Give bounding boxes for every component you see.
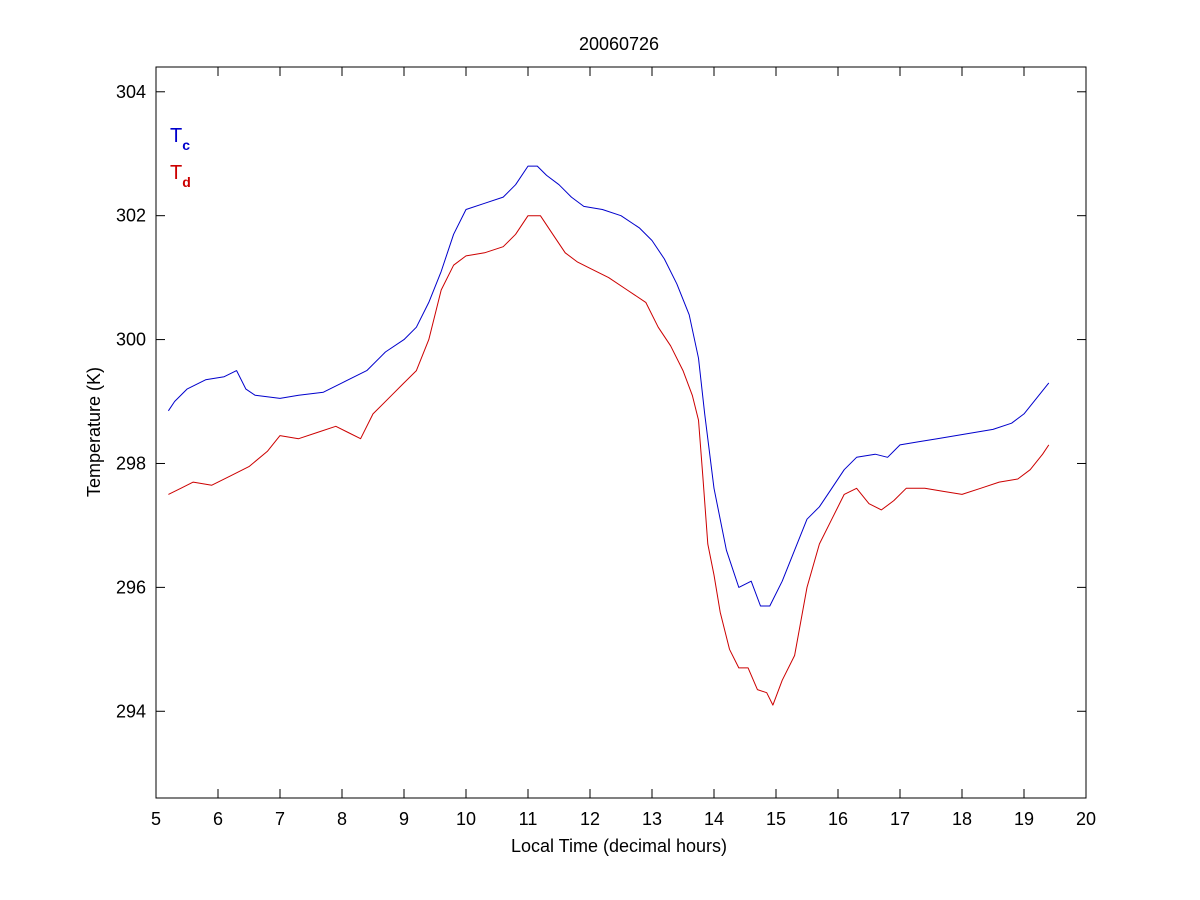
legend-td-symbol: T xyxy=(170,162,182,184)
chart-title: 20060726 xyxy=(579,34,659,54)
legend-tc-subscript: c xyxy=(182,137,190,153)
y-tick-label: 302 xyxy=(116,206,146,226)
y-tick-label: 300 xyxy=(116,330,146,350)
legend-entry-tc: Tc xyxy=(170,125,190,153)
x-axis-label: Local Time (decimal hours) xyxy=(511,836,727,856)
x-tick-label: 15 xyxy=(766,809,786,829)
legend-tc-symbol: T xyxy=(170,125,182,147)
x-tick-label: 11 xyxy=(519,809,538,829)
y-tick-label: 304 xyxy=(116,82,146,102)
x-tick-label: 20 xyxy=(1076,809,1096,829)
legend-td-subscript: d xyxy=(182,174,191,190)
x-axis: 5 6 7 8 9 10 11 12 13 14 15 16 17 18 19 20 xyxy=(151,67,1096,829)
y-tick-label: 298 xyxy=(116,453,146,473)
x-tick-label: 5 xyxy=(151,809,161,829)
x-tick-label: 14 xyxy=(704,809,724,829)
x-tick-label: 8 xyxy=(337,809,347,829)
x-tick-label: 9 xyxy=(399,809,409,829)
legend: Tc Td xyxy=(170,125,191,190)
x-tick-label: 10 xyxy=(456,809,476,829)
plot-area xyxy=(155,66,1087,799)
y-tick-label: 296 xyxy=(116,577,146,597)
x-tick-label: 6 xyxy=(213,809,223,829)
x-tick-label: 17 xyxy=(890,809,910,829)
y-axis: 294 296 298 300 302 304 xyxy=(116,82,1086,721)
series-layer xyxy=(167,165,1050,706)
x-tick-label: 13 xyxy=(642,809,662,829)
x-tick-label: 7 xyxy=(275,809,285,829)
series-line-tc xyxy=(167,165,1050,607)
x-tick-label: 12 xyxy=(580,809,600,829)
y-axis-label: Temperature (K) xyxy=(84,367,104,497)
series-line-td xyxy=(168,215,1050,706)
x-tick-label: 16 xyxy=(828,809,848,829)
legend-entry-td: Td xyxy=(170,162,191,190)
y-tick-label: 294 xyxy=(116,701,146,721)
x-tick-label: 18 xyxy=(952,809,972,829)
x-tick-label: 19 xyxy=(1014,809,1034,829)
